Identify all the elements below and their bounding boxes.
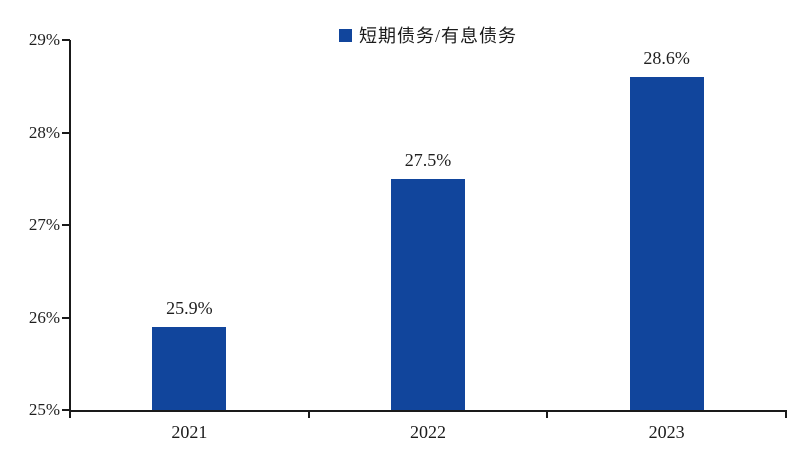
x-axis-tick bbox=[69, 410, 71, 418]
chart-legend: 短期债务/有息债务 bbox=[70, 22, 786, 48]
y-axis-tick bbox=[62, 39, 70, 41]
legend-marker-square-icon bbox=[338, 28, 352, 42]
legend-label: 短期债务/有息债务 bbox=[358, 26, 517, 46]
bar-2021 bbox=[152, 326, 227, 410]
y-axis-tick bbox=[62, 131, 70, 134]
x-axis-category-label: 2021 bbox=[171, 422, 208, 442]
y-axis-tick-label: 25% bbox=[28, 400, 60, 419]
x-axis-tick bbox=[307, 410, 310, 418]
bar-2022 bbox=[391, 178, 465, 410]
y-axis-tick bbox=[62, 409, 70, 411]
y-axis-tick-label: 27% bbox=[28, 215, 60, 234]
x-axis-line bbox=[69, 410, 786, 412]
x-axis-tick bbox=[785, 410, 787, 418]
x-axis-tick bbox=[546, 410, 549, 418]
bar-value-label: 25.9% bbox=[166, 297, 213, 318]
x-axis-category-label: 2023 bbox=[648, 422, 685, 442]
y-axis-tick-label: 28% bbox=[28, 122, 60, 142]
y-axis-tick bbox=[62, 316, 70, 319]
y-axis-tick bbox=[62, 224, 70, 226]
x-axis-category-label: 2022 bbox=[410, 422, 446, 442]
bar-value-label: 27.5% bbox=[404, 149, 452, 170]
y-axis-line bbox=[69, 40, 71, 412]
y-axis-tick-label: 26% bbox=[28, 307, 60, 327]
bar-2023 bbox=[629, 77, 704, 410]
y-axis-tick-label: 29% bbox=[28, 30, 60, 49]
bar-value-label: 28.6% bbox=[643, 48, 690, 68]
